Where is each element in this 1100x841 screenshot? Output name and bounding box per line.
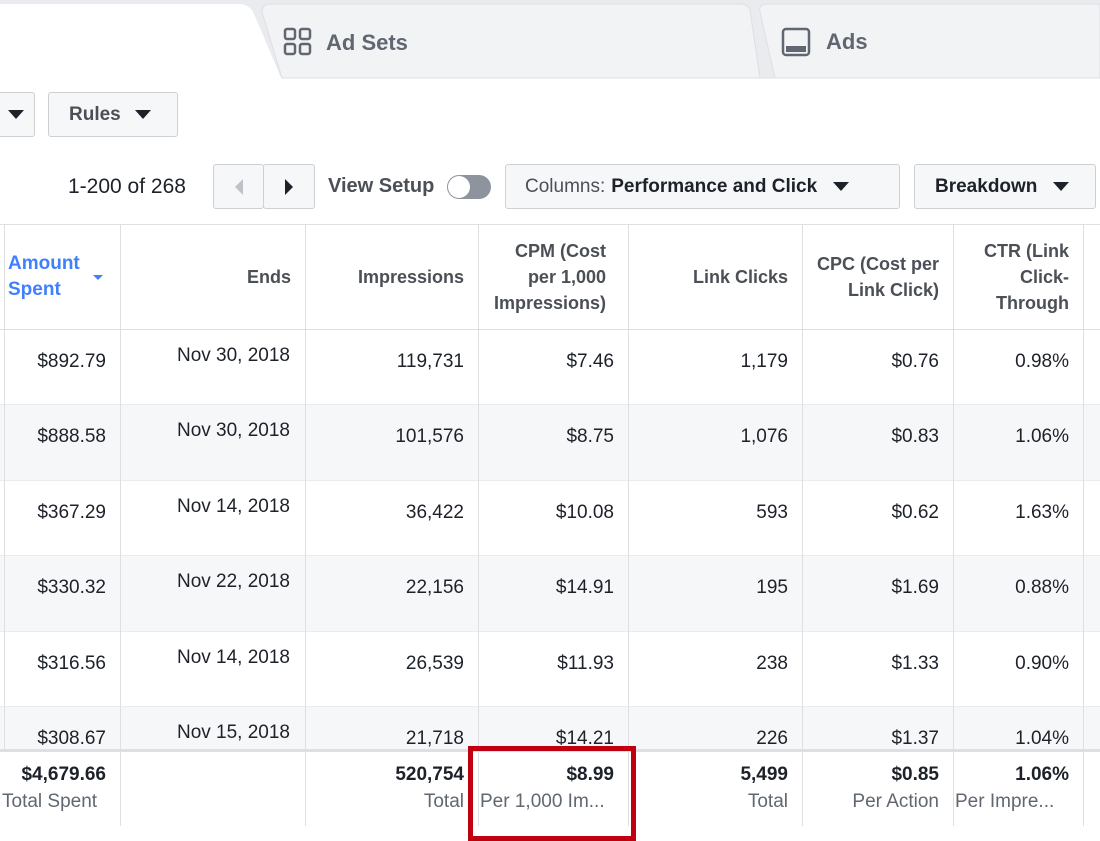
table-row — [0, 631, 1100, 707]
column-divider — [478, 225, 479, 826]
total-value: 1.06% — [1015, 764, 1069, 785]
data-table: Amount Spent Ends Impressions CPM (Cost per… — [0, 224, 1100, 832]
table-cell: 36,422 — [405, 502, 464, 523]
next-button[interactable] — [263, 164, 315, 209]
total-label: Total — [747, 791, 788, 812]
table-cell: $1.33 — [891, 653, 939, 674]
table-row — [0, 480, 1100, 556]
table-cell: 1.06% — [1015, 426, 1069, 447]
sort-icon — [93, 275, 103, 280]
table-cell: Nov 30, 2018 — [176, 420, 290, 441]
column-header: Ends — [246, 267, 291, 287]
table-cell: 0.98% — [1015, 351, 1069, 372]
table-cell: 101,576 — [395, 426, 464, 447]
table-cell: Nov 14, 2018 — [176, 496, 290, 517]
columns-button[interactable]: Columns: Performance and Click — [505, 164, 900, 209]
table-cell: $1.69 — [891, 577, 939, 598]
column-divider — [953, 225, 954, 826]
table-cell: 21,718 — [405, 728, 464, 749]
highlight-box — [468, 746, 636, 841]
column-divider — [1083, 225, 1084, 826]
column-divider — [120, 225, 121, 826]
columns-value: Performance and Click — [611, 175, 818, 197]
total-value: $0.85 — [891, 764, 939, 785]
prev-icon — [234, 178, 243, 195]
table-cell: 1.04% — [1015, 728, 1069, 749]
table-cell: 195 — [756, 577, 788, 598]
table-cell: $0.83 — [891, 426, 939, 447]
column-header: Impressions — [357, 267, 464, 287]
dropdown-button[interactable] — [0, 92, 35, 137]
next-icon — [285, 178, 293, 195]
total-label: Total — [423, 791, 464, 812]
table-cell: $14.91 — [555, 577, 614, 598]
table-cell: 1.63% — [1015, 502, 1069, 523]
column-divider — [4, 225, 5, 749]
table-cell: $888.58 — [37, 426, 106, 447]
table-cell: 1,179 — [740, 351, 788, 372]
column-divider — [305, 225, 306, 826]
table-cell: $308.67 — [37, 728, 106, 749]
total-label: Per 1,000 Im... — [480, 791, 605, 812]
table-row — [0, 555, 1100, 631]
tab-ads[interactable]: Ads — [826, 29, 868, 54]
columns-label: Columns: — [525, 175, 606, 197]
table-row — [0, 404, 1100, 480]
column-header: Amount Spent — [8, 253, 80, 300]
column-header: CTR (Link Click-Through — [984, 241, 1069, 313]
column-divider — [628, 225, 629, 826]
table-cell: 1,076 — [740, 426, 788, 447]
table-cell: $11.93 — [557, 653, 614, 674]
table-cell: $0.62 — [891, 502, 939, 523]
column-header: CPC (Cost per Link Click) — [816, 254, 939, 300]
view-setup-label: View Setup — [328, 175, 435, 197]
table-cell: 593 — [756, 502, 788, 523]
total-value: $8.99 — [566, 764, 614, 785]
total-value: $4,679.66 — [21, 764, 106, 785]
table-cell: Nov 30, 2018 — [176, 345, 290, 366]
table-cell: $367.29 — [37, 502, 106, 523]
table-cell: 26,539 — [405, 653, 464, 674]
table-cell: $7.46 — [566, 351, 614, 372]
totals-row — [0, 749, 1100, 832]
prev-button[interactable] — [213, 164, 264, 209]
header-bg — [0, 225, 1100, 330]
column-divider — [802, 225, 803, 826]
table-cell: 0.90% — [1015, 653, 1069, 674]
column-header: Link Clicks — [692, 267, 788, 287]
table-cell: 22,156 — [405, 577, 464, 598]
rules-button[interactable]: Rules — [48, 92, 178, 137]
pagination: 1-200 of 268 — [68, 175, 186, 198]
tab-ad-sets[interactable]: Ad Sets — [326, 30, 408, 55]
view-setup-toggle[interactable] — [446, 174, 492, 200]
table-cell: $892.79 — [37, 351, 106, 372]
table-cell: 119,731 — [396, 351, 464, 372]
total-label: Per Impre... — [955, 791, 1055, 812]
tab-bar — [0, 0, 1100, 80]
table-cell: Nov 14, 2018 — [176, 647, 290, 668]
column-header: CPM (Cost per 1,000 Impressions) — [493, 241, 606, 313]
total-value: 5,499 — [740, 764, 788, 785]
table-cell: $1.37 — [891, 728, 939, 749]
breakdown-button[interactable]: Breakdown — [914, 164, 1096, 209]
breakdown-label: Breakdown — [935, 175, 1038, 197]
table-cell: 0.88% — [1015, 577, 1069, 598]
rules-label: Rules — [69, 103, 121, 125]
table-cell: 238 — [756, 653, 788, 674]
table-cell: Nov 22, 2018 — [176, 571, 290, 592]
table-cell: $14.21 — [555, 728, 614, 749]
table-cell: $316.56 — [37, 653, 106, 674]
table-cell: $330.32 — [37, 577, 106, 598]
table-cell: Nov 15, 2018 — [176, 722, 290, 743]
table-cell: $8.75 — [566, 426, 614, 447]
table-cell: 226 — [756, 728, 788, 749]
table-cell: $0.76 — [891, 351, 939, 372]
table-cell: $10.08 — [555, 502, 614, 523]
table-row — [0, 329, 1100, 405]
total-value: 520,754 — [395, 764, 464, 785]
total-label: Total Spent — [2, 791, 98, 812]
total-label: Per Action — [852, 791, 939, 812]
